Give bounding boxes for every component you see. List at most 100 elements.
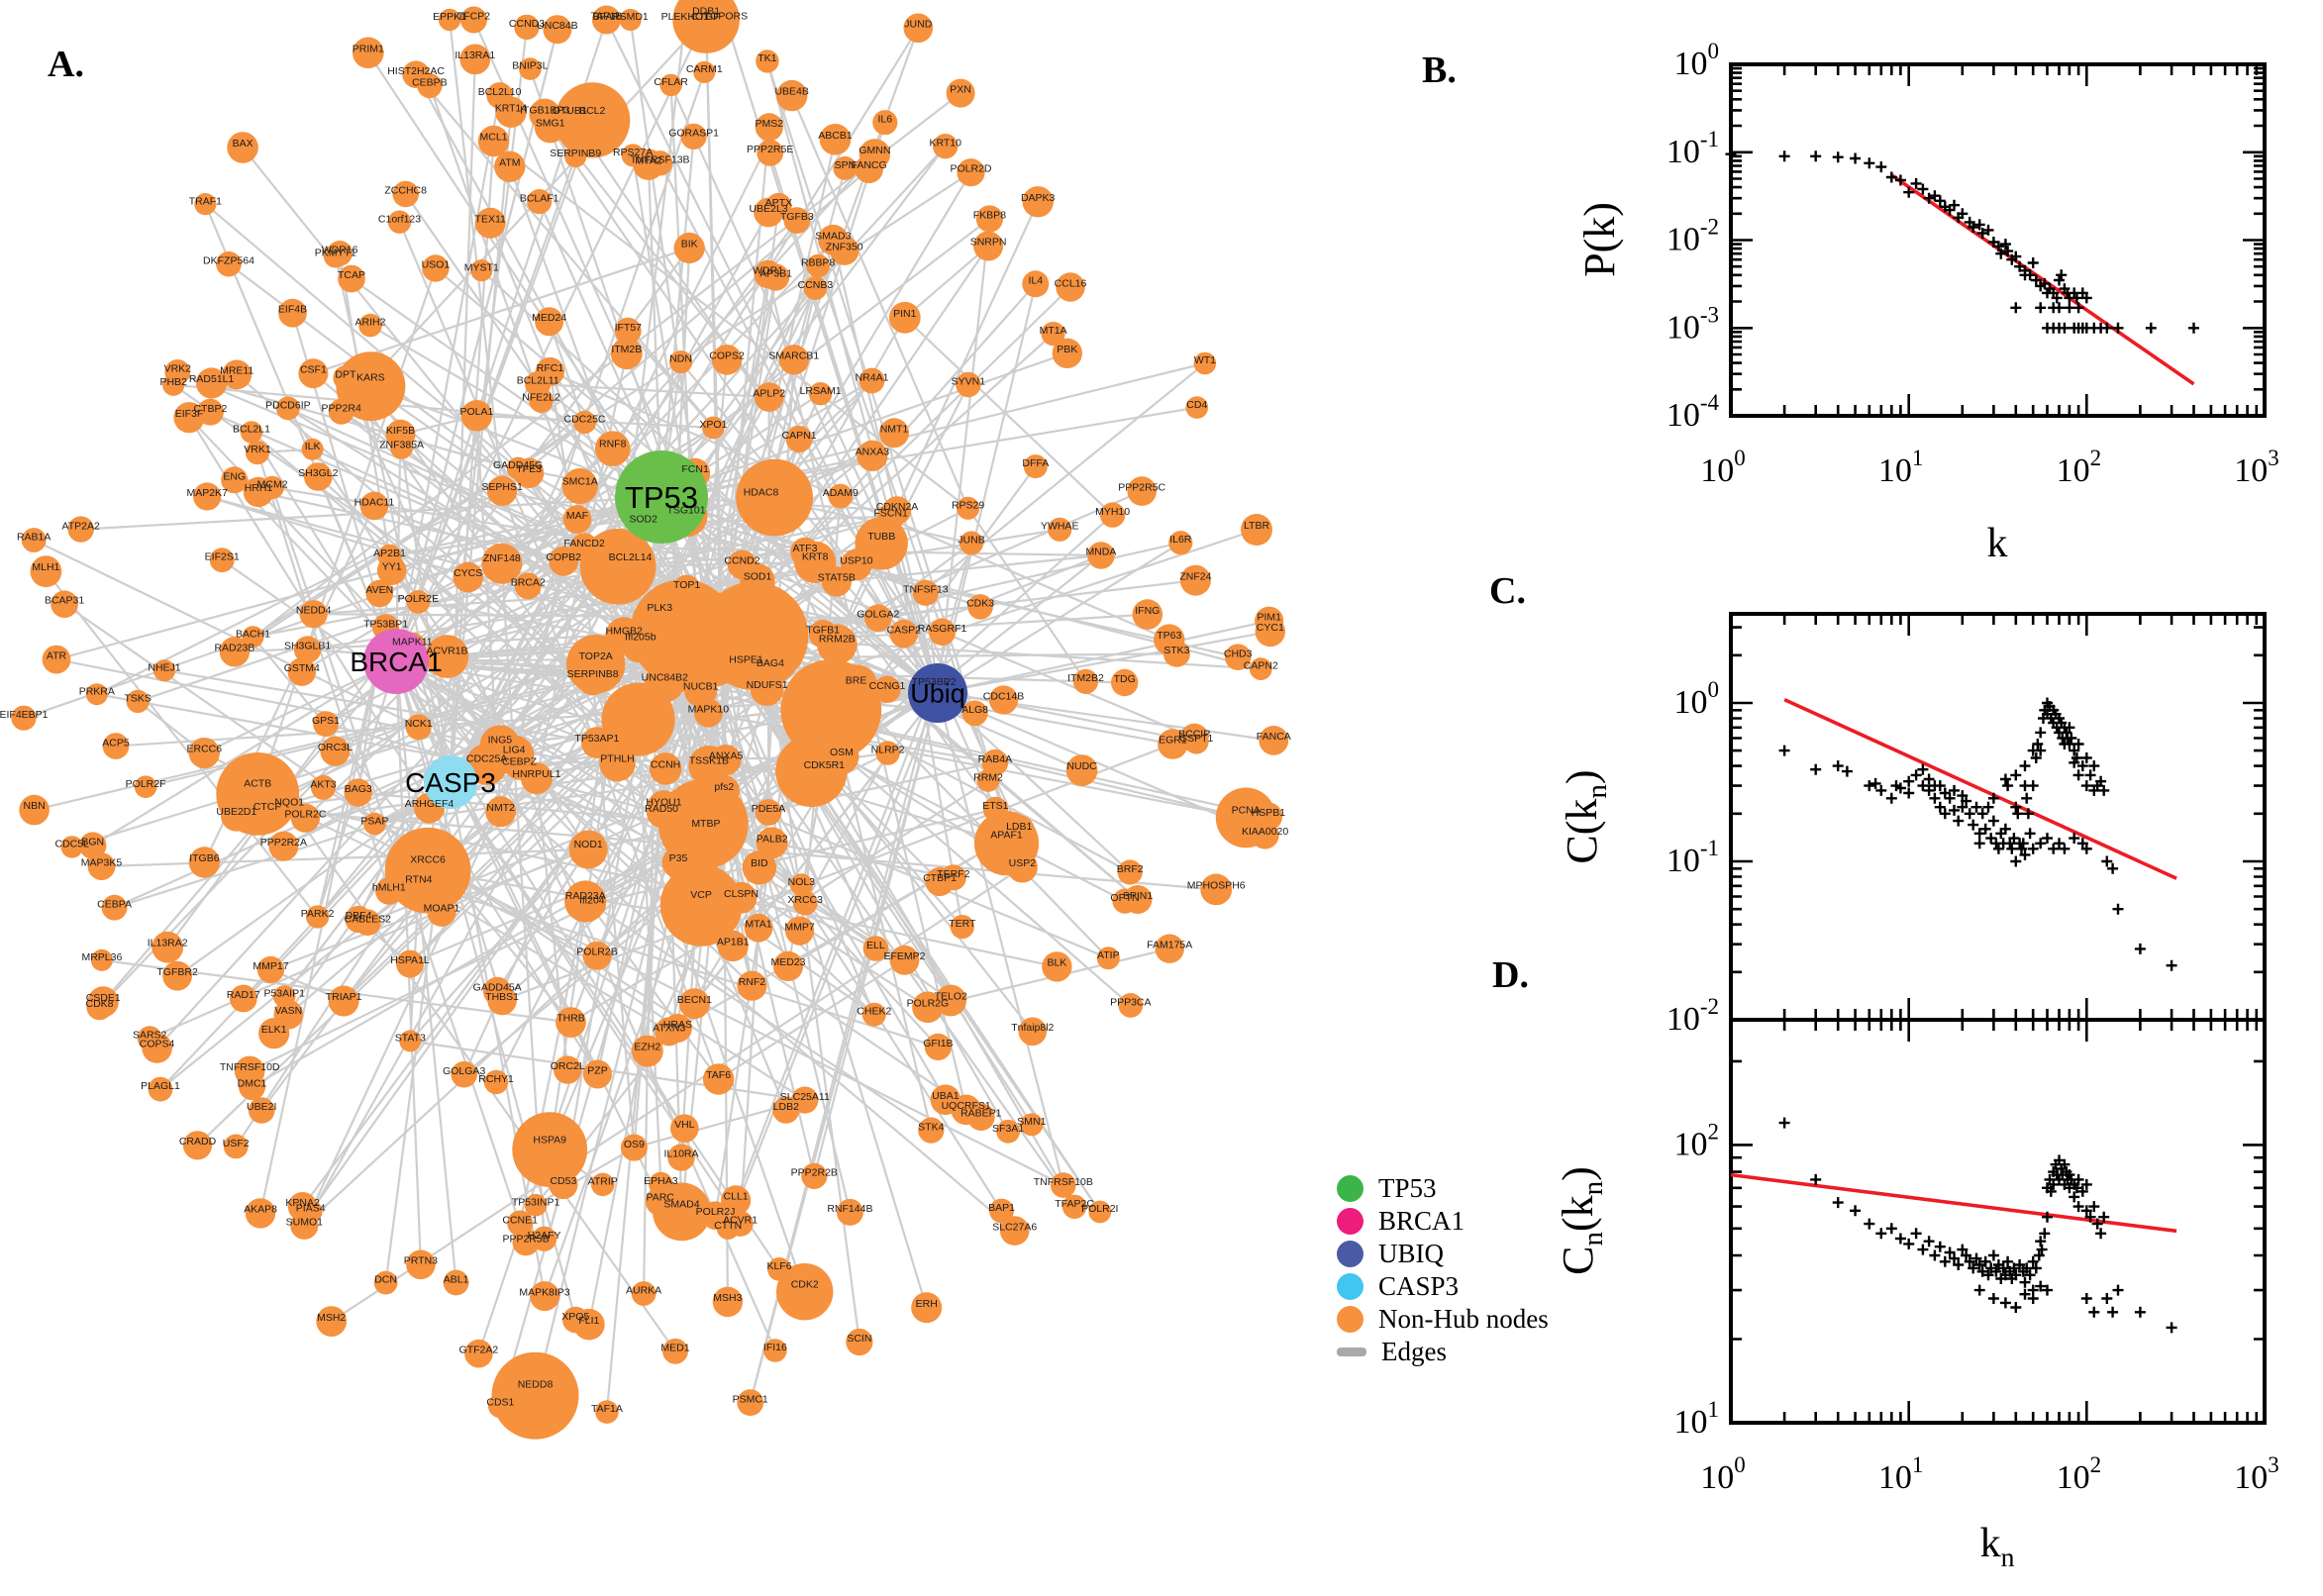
gene-label: AKT3 xyxy=(310,778,336,790)
non-hub-node xyxy=(803,276,828,300)
non-hub-node xyxy=(209,548,235,573)
panel-d-plot: 102 101 100 101 102 103 Cn​(kn​) kn​ xyxy=(1554,1018,2279,1572)
non-hub-node xyxy=(21,528,47,552)
gene-label: STAT5B xyxy=(818,572,856,584)
gene-label: TGFB3 xyxy=(780,211,814,223)
gene-label: OS9 xyxy=(624,1139,645,1150)
gene-label: PRIM1 xyxy=(353,43,384,54)
gene-label: MOAP1 xyxy=(424,903,460,915)
legend-item-ubiq: UBIQ xyxy=(1337,1238,1549,1270)
gene-label: KIAA0020 xyxy=(1242,826,1288,838)
non-hub-node xyxy=(494,150,526,182)
gene-label: pfs2 xyxy=(714,781,734,793)
gene-label: ATXN3 xyxy=(653,1022,685,1034)
gene-label: PIM1 xyxy=(1257,612,1281,624)
non-hub-node xyxy=(487,985,517,1016)
gene-label: ATP2A2 xyxy=(62,520,100,532)
non-hub-node xyxy=(491,1351,579,1440)
gene-label: DPT xyxy=(335,369,356,381)
non-hub-node xyxy=(405,714,432,741)
non-hub-node xyxy=(951,1094,981,1126)
legend-item-tp53: TP53 xyxy=(1337,1172,1549,1205)
y-tick-label: 10-2 xyxy=(1666,215,1719,258)
gene-label: CRADD xyxy=(179,1136,217,1147)
gene-label: RRM2 xyxy=(973,772,1003,784)
non-hub-node xyxy=(299,600,328,629)
gene-label: UBE4B xyxy=(774,86,808,98)
non-hub-node xyxy=(568,830,608,869)
y-tick-label: 10-3 xyxy=(1666,302,1719,346)
gene-label: SNRPN xyxy=(970,237,1007,249)
non-hub-node xyxy=(857,440,888,471)
gene-label: BRCA2 xyxy=(511,577,546,589)
gene-label: FANCG xyxy=(852,159,887,171)
non-hub-node xyxy=(359,491,389,521)
gene-label: NDN xyxy=(669,353,692,365)
gene-label: PKMYT1 xyxy=(315,248,356,259)
gene-label: PRTN3 xyxy=(404,1255,438,1267)
gene-label: DCN xyxy=(374,1274,397,1286)
gene-label: DKFZP564 xyxy=(203,255,254,267)
gene-label: ZCCHC8 xyxy=(384,185,427,197)
y-axis-title: C(kn​) xyxy=(1558,769,1613,863)
gene-label: ACVR1B xyxy=(426,646,467,657)
non-hub-node xyxy=(222,359,252,390)
panel-d-label: D. xyxy=(1492,954,1529,996)
non-hub-node xyxy=(621,144,645,167)
plot-frame xyxy=(1729,1018,2267,1425)
gene-label: SMARCB1 xyxy=(768,350,819,362)
non-hub-node xyxy=(148,1076,173,1102)
gene-label: ERH xyxy=(916,1298,938,1310)
scatter-points xyxy=(1725,149,2199,334)
gene-label: MT1A xyxy=(1040,325,1067,337)
gene-label: ITM2B2 xyxy=(1067,672,1104,684)
non-hub-node xyxy=(772,1096,800,1124)
gene-label: TOPORS xyxy=(704,11,748,23)
gene-label: TFAP2C xyxy=(1055,1198,1094,1210)
gene-label: BFAR xyxy=(593,11,621,23)
gene-label: TSKS xyxy=(124,692,151,704)
node-swatch-icon xyxy=(1337,1208,1364,1235)
non-hub-node xyxy=(1041,322,1065,347)
gene-label: EIF3F xyxy=(175,408,204,420)
gene-label: RAD50 xyxy=(645,803,678,815)
non-hub-node xyxy=(836,1198,863,1226)
non-hub-node xyxy=(229,984,257,1013)
non-hub-node xyxy=(240,421,263,444)
gene-label: HSPA1L xyxy=(390,954,430,966)
non-hub-node xyxy=(876,503,905,531)
gene-label: SCIN xyxy=(847,1333,871,1345)
gene-label: AP3B1 xyxy=(759,268,792,280)
gene-label: NQO1 xyxy=(274,796,304,808)
non-hub-node xyxy=(653,1182,711,1242)
gene-label: ERCC6 xyxy=(187,744,223,755)
gene-label: IL13RA2 xyxy=(148,938,188,949)
non-hub-node xyxy=(1099,502,1126,528)
gene-label: IFT57 xyxy=(615,322,643,334)
non-hub-node xyxy=(519,57,542,80)
non-hub-node xyxy=(818,224,849,255)
gene-label: BCL2L10 xyxy=(478,86,522,98)
non-hub-node xyxy=(677,616,749,687)
gene-label: GFI1B xyxy=(923,1038,953,1049)
non-hub-node xyxy=(373,1270,398,1295)
legend-label: Non-Hub nodes xyxy=(1378,1304,1549,1334)
non-hub-node xyxy=(792,890,818,916)
gene-label: FAM175A xyxy=(1147,940,1192,951)
gene-label: BACH1 xyxy=(236,629,270,641)
non-hub-node xyxy=(950,915,974,940)
non-hub-node xyxy=(1183,729,1209,754)
non-hub-node xyxy=(1168,531,1193,555)
non-hub-node xyxy=(333,365,358,391)
gene-label: PDE5A xyxy=(752,803,785,815)
non-hub-node xyxy=(406,590,431,614)
non-hub-node xyxy=(304,462,333,491)
axis-ticks xyxy=(1729,62,2267,418)
gene-label: SMAD4 xyxy=(663,1199,699,1211)
non-hub-node xyxy=(725,881,758,914)
non-hub-node xyxy=(102,733,130,759)
gene-label: APTX xyxy=(765,197,792,209)
gene-label: MRE11 xyxy=(220,365,253,377)
gene-label: PALB2 xyxy=(757,833,788,845)
non-hub-node xyxy=(338,264,365,293)
